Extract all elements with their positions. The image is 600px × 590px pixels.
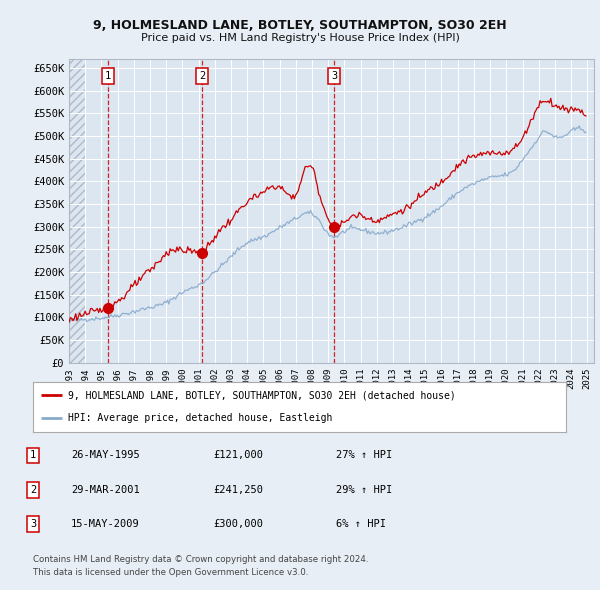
Text: Price paid vs. HM Land Registry's House Price Index (HPI): Price paid vs. HM Land Registry's House … xyxy=(140,33,460,42)
Text: £241,250: £241,250 xyxy=(213,485,263,494)
Text: HPI: Average price, detached house, Eastleigh: HPI: Average price, detached house, East… xyxy=(68,414,332,424)
Text: 29% ↑ HPI: 29% ↑ HPI xyxy=(336,485,392,494)
Text: 26-MAY-1995: 26-MAY-1995 xyxy=(71,451,140,460)
Text: 15-MAY-2009: 15-MAY-2009 xyxy=(71,519,140,529)
Text: £121,000: £121,000 xyxy=(213,451,263,460)
Bar xyxy=(69,59,85,363)
Text: 3: 3 xyxy=(30,519,36,529)
Text: 27% ↑ HPI: 27% ↑ HPI xyxy=(336,451,392,460)
Text: 3: 3 xyxy=(331,71,337,81)
Text: Contains HM Land Registry data © Crown copyright and database right 2024.: Contains HM Land Registry data © Crown c… xyxy=(33,555,368,564)
Text: £300,000: £300,000 xyxy=(213,519,263,529)
Text: 1: 1 xyxy=(104,71,111,81)
Text: 2: 2 xyxy=(199,71,206,81)
Text: 2: 2 xyxy=(30,485,36,494)
Text: 6% ↑ HPI: 6% ↑ HPI xyxy=(336,519,386,529)
Text: This data is licensed under the Open Government Licence v3.0.: This data is licensed under the Open Gov… xyxy=(33,568,308,577)
Text: 1: 1 xyxy=(30,451,36,460)
Text: 9, HOLMESLAND LANE, BOTLEY, SOUTHAMPTON, SO30 2EH: 9, HOLMESLAND LANE, BOTLEY, SOUTHAMPTON,… xyxy=(93,19,507,32)
Text: 9, HOLMESLAND LANE, BOTLEY, SOUTHAMPTON, SO30 2EH (detached house): 9, HOLMESLAND LANE, BOTLEY, SOUTHAMPTON,… xyxy=(68,390,455,400)
Text: 29-MAR-2001: 29-MAR-2001 xyxy=(71,485,140,494)
